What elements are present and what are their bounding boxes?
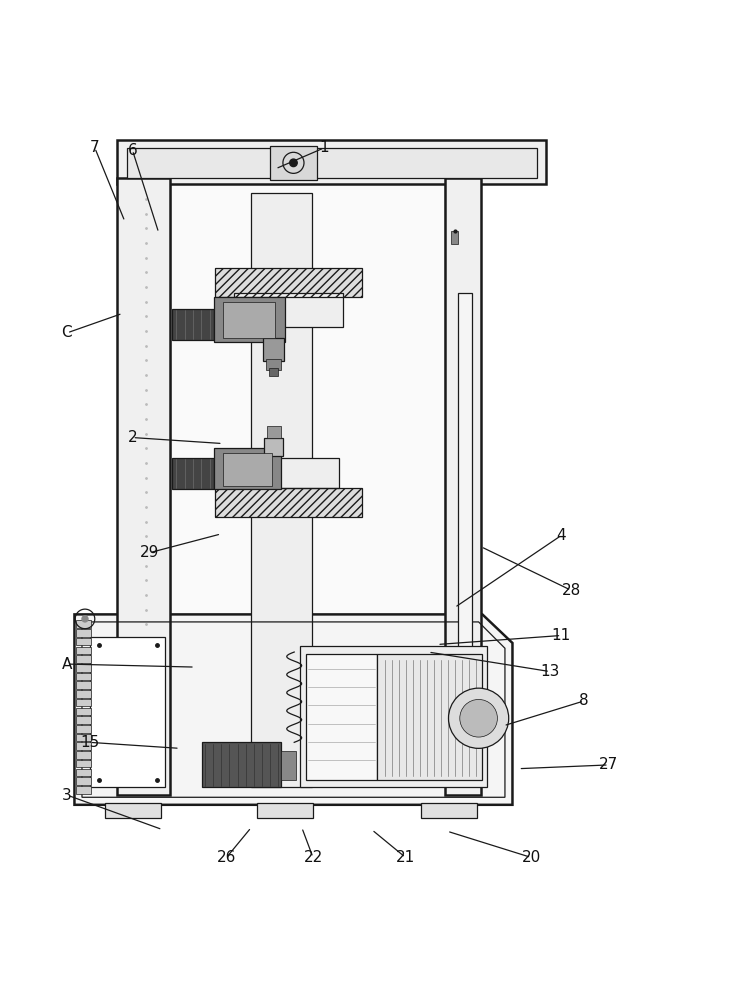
Text: 2: 2 [127, 430, 137, 445]
Bar [262, 338, 284, 361]
Bar [377, 654, 483, 780]
Polygon shape [458, 742, 472, 752]
Text: 7: 7 [90, 140, 100, 155]
Bar [76, 708, 91, 715]
Bar [215, 488, 362, 517]
Bar [202, 742, 281, 787]
Bar [76, 647, 91, 654]
Text: 1: 1 [320, 140, 329, 155]
Bar [76, 786, 91, 794]
Text: C: C [62, 325, 72, 340]
Bar [76, 716, 91, 724]
Bar [76, 725, 91, 733]
Bar [421, 803, 477, 818]
Text: 8: 8 [579, 693, 589, 708]
Bar [76, 742, 91, 750]
Bar [76, 760, 91, 767]
Bar [234, 293, 343, 327]
Bar [256, 803, 313, 818]
Bar [305, 654, 377, 780]
Text: 22: 22 [303, 850, 323, 865]
Text: 6: 6 [127, 143, 137, 158]
Bar [76, 620, 91, 628]
Bar [76, 681, 91, 689]
Text: 28: 28 [562, 583, 581, 598]
Bar [76, 734, 91, 741]
Bar [215, 268, 362, 297]
Text: 3: 3 [62, 788, 72, 803]
Bar [213, 297, 285, 342]
Bar [234, 458, 339, 488]
Text: 15: 15 [80, 735, 99, 750]
Bar [173, 309, 213, 340]
Bar [76, 673, 91, 680]
Bar [300, 646, 487, 787]
Bar [215, 488, 362, 517]
Bar [215, 268, 362, 297]
Bar [170, 178, 445, 795]
Text: 27: 27 [599, 757, 618, 772]
Bar [76, 769, 91, 776]
Bar [281, 751, 296, 780]
Text: 29: 29 [140, 545, 159, 560]
Circle shape [460, 699, 498, 737]
Bar [105, 803, 161, 818]
Bar [267, 426, 280, 438]
Bar [264, 438, 283, 456]
Bar [76, 690, 91, 698]
Circle shape [449, 688, 509, 748]
Bar [213, 448, 281, 489]
Bar [250, 193, 312, 787]
Bar [90, 637, 165, 787]
Bar [222, 453, 271, 486]
Text: 13: 13 [541, 664, 559, 679]
Bar [76, 638, 91, 645]
Bar [76, 751, 91, 759]
Bar [76, 699, 91, 706]
Bar [173, 458, 213, 489]
Bar [270, 146, 317, 180]
Bar [127, 148, 537, 178]
Bar [76, 655, 91, 663]
Bar [118, 178, 170, 795]
Polygon shape [75, 614, 513, 805]
Bar [451, 231, 458, 244]
Bar [268, 368, 278, 376]
Bar [76, 777, 91, 785]
Text: 11: 11 [552, 628, 571, 643]
Bar [265, 359, 280, 370]
Bar [118, 140, 547, 184]
Text: 4: 4 [556, 528, 566, 543]
Circle shape [82, 616, 88, 622]
Text: 26: 26 [217, 850, 236, 865]
Bar [76, 664, 91, 672]
Bar [458, 293, 472, 745]
Bar [76, 629, 91, 637]
Text: 20: 20 [522, 850, 541, 865]
Circle shape [290, 159, 297, 167]
Bar [222, 302, 275, 338]
Text: A: A [62, 657, 72, 672]
Bar [445, 178, 481, 795]
Text: 21: 21 [396, 850, 415, 865]
